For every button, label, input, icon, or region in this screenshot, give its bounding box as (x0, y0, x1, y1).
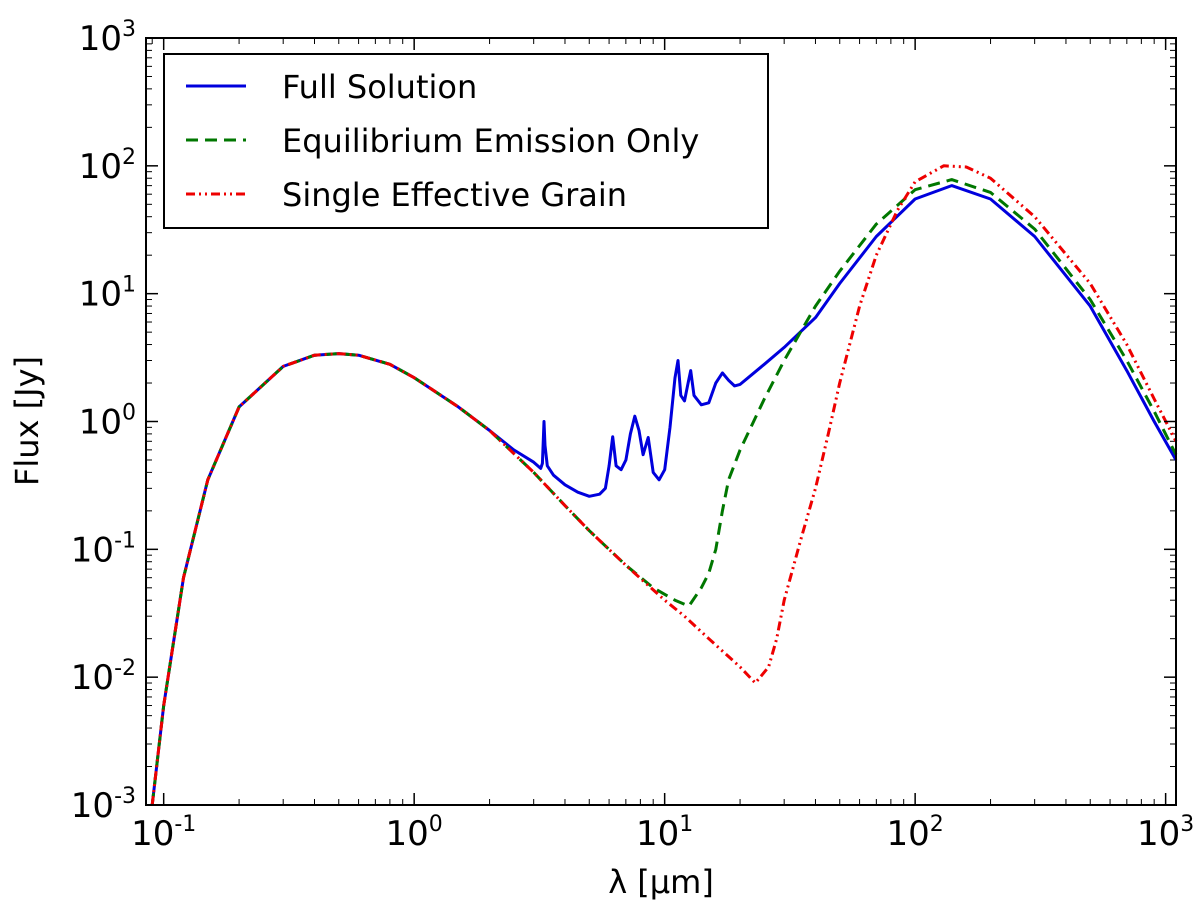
legend: Full Solution Equilibrium Emission Only … (163, 53, 769, 229)
y-tick-label: 10-2 (71, 656, 136, 698)
x-tick-label: 102 (887, 812, 944, 854)
x-tick-label: 103 (1137, 812, 1194, 854)
series-line-1 (150, 178, 1178, 806)
y-tick-label: 10-1 (71, 528, 136, 570)
x-axis: 10-1 100 101 102 103 (131, 38, 1194, 854)
x-tick-label: 10-1 (131, 812, 196, 854)
y-tick-label: 100 (79, 401, 136, 443)
legend-label-single-effective-grain: Single Effective Grain (282, 176, 627, 214)
legend-box (163, 53, 769, 229)
y-axis-label: Flux [Jy] (8, 356, 46, 486)
y-tick-label: 101 (79, 273, 136, 315)
legend-label-full-solution: Full Solution (282, 68, 477, 106)
y-axis: 10-3 10-2 10-1 100 101 102 103 (71, 17, 1176, 826)
series-group (150, 164, 1178, 806)
y-tick-label: 10-3 (71, 784, 136, 826)
y-tick-label: 103 (79, 17, 136, 59)
x-tick-label: 100 (386, 812, 443, 854)
series-line-2 (150, 164, 1178, 806)
legend-label-equilibrium-emission: Equilibrium Emission Only (282, 122, 699, 160)
y-tick-label: 102 (79, 145, 136, 187)
x-tick-label: 101 (636, 812, 693, 854)
x-axis-label: λ [μm] (608, 863, 714, 901)
